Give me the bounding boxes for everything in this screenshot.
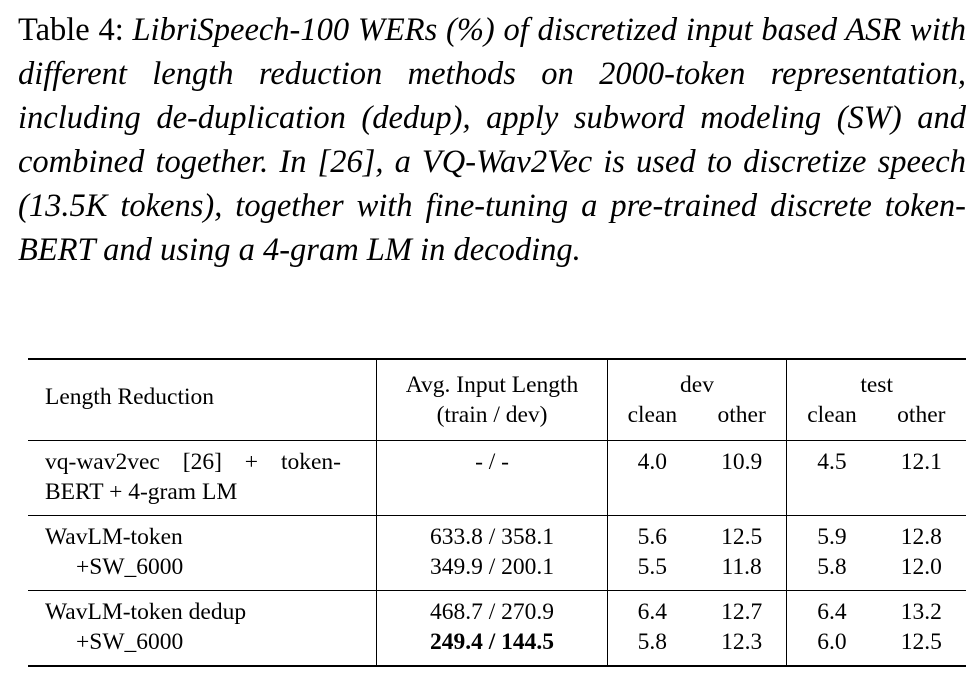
test-other-cell: 12.8: [876, 515, 966, 552]
header-row-2: (train / dev) clean other clean other: [28, 400, 966, 441]
caption-text: LibriSpeech-100 WERs (%) of discretized …: [18, 12, 967, 268]
header-length-line2: (train / dev): [376, 400, 608, 441]
table-row: BERT + 4-gram LM: [28, 477, 966, 516]
length-cell-best: 249.4 / 144.5: [376, 627, 608, 667]
caption-label: Table 4:: [18, 12, 124, 48]
header-length-line1: Avg. Input Length: [376, 358, 608, 400]
table-row: +SW_6000 249.4 / 144.5 5.8 12.3 6.0 12.5: [28, 627, 966, 667]
test-other-cell: 13.2: [876, 590, 966, 627]
test-clean-cell: 5.9: [786, 515, 877, 552]
method-line1: vq-wav2vec [26] + token-: [45, 449, 341, 475]
test-clean-cell: 5.8: [786, 552, 877, 591]
dev-other-cell: 12.7: [697, 590, 787, 627]
results-table: Length Reduction Avg. Input Length dev t…: [28, 358, 966, 667]
test-clean-cell: 4.5: [786, 440, 877, 477]
dev-clean-cell: 5.6: [606, 515, 698, 552]
length-cell: 349.9 / 200.1: [376, 552, 608, 591]
table-row: WavLM-token 633.8 / 358.1 5.6 12.5 5.9 1…: [28, 515, 966, 552]
dev-clean-cell: 4.0: [606, 440, 698, 477]
empty-cell: [606, 477, 698, 516]
method-cell: vq-wav2vec [26] + token-: [28, 440, 377, 477]
dev-other-cell: 11.8: [721, 554, 762, 580]
results-table-container: Length Reduction Avg. Input Length dev t…: [28, 358, 966, 667]
method-cell: WavLM-token: [28, 515, 377, 552]
method-label: +SW_6000: [76, 554, 184, 580]
header-method: Length Reduction: [28, 358, 377, 441]
test-other-cell: 12.5: [876, 627, 966, 667]
header-dev-clean: clean: [606, 400, 698, 441]
table-row: +SW_6000 349.9 / 200.1 5.5 11.8 5.8 12.0: [28, 552, 966, 591]
header-dev-other: other: [717, 402, 766, 428]
length-cell: 468.7 / 270.9: [376, 590, 608, 627]
method-label: +SW_6000: [76, 629, 184, 655]
method-line2: BERT + 4-gram LM: [45, 479, 238, 505]
header-test-other: other: [897, 402, 946, 428]
table-row: vq-wav2vec [26] + token- - / - 4.0 10.9 …: [28, 440, 966, 477]
empty-cell: [877, 477, 966, 516]
dev-other-cell: 12.3: [697, 627, 787, 667]
header-dev: dev: [606, 358, 787, 400]
length-cell: 633.8 / 358.1: [376, 515, 608, 552]
header-row-1: Length Reduction Avg. Input Length dev t…: [28, 358, 966, 441]
dev-other-cell: 12.5: [697, 515, 787, 552]
empty-cell: [376, 477, 608, 516]
test-other-cell: 12.0: [900, 554, 942, 580]
table-row: WavLM-token dedup 468.7 / 270.9 6.4 12.7…: [28, 590, 966, 627]
method-cell: WavLM-token dedup: [28, 590, 377, 627]
method-cell: +SW_6000: [28, 627, 377, 667]
dev-clean-cell: 5.5: [606, 552, 698, 591]
table-caption: Table 4: LibriSpeech-100 WERs (%) of dis…: [18, 8, 966, 272]
method-cell: +SW_6000: [28, 552, 377, 591]
length-cell: - / -: [376, 440, 608, 477]
header-test-clean: clean: [786, 400, 877, 441]
empty-cell: [697, 477, 787, 516]
test-clean-cell: 6.4: [786, 590, 877, 627]
dev-clean-cell: 6.4: [606, 590, 698, 627]
empty-cell: [786, 477, 877, 516]
test-clean-cell: 6.0: [786, 627, 877, 667]
test-other-cell: 12.1: [876, 440, 966, 477]
header-test: test: [786, 358, 966, 400]
dev-other-cell: 10.9: [697, 440, 787, 477]
dev-clean-cell: 5.8: [606, 627, 698, 667]
